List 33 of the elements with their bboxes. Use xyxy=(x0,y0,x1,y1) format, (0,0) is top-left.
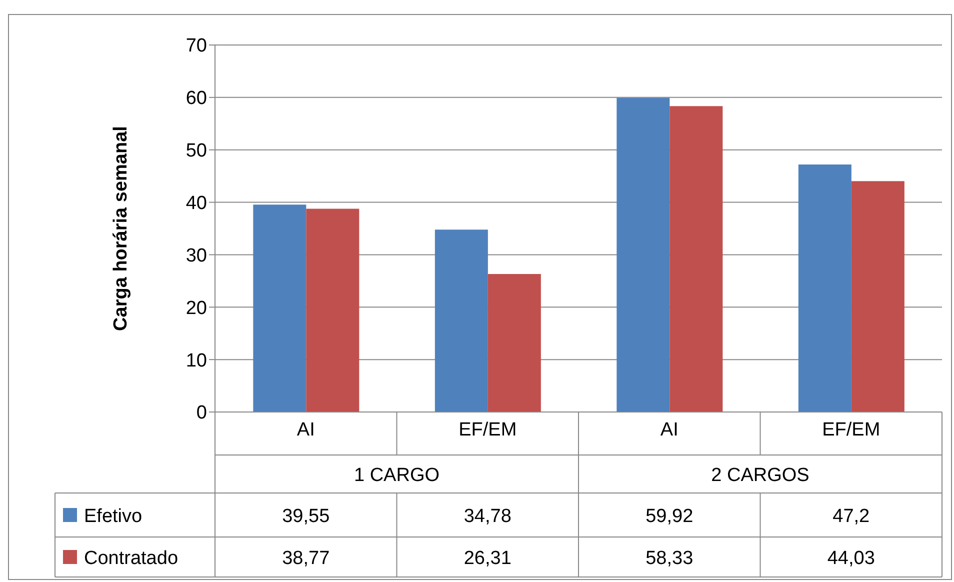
legend-label: Contratado xyxy=(84,548,178,569)
x-tick-label: AI xyxy=(296,419,315,440)
bar xyxy=(306,208,360,412)
data-label: 34,78 xyxy=(464,506,512,527)
text: 2 CARGOS xyxy=(711,465,810,486)
data-label: 38,77 xyxy=(282,548,330,569)
data-label: 44,03 xyxy=(827,548,875,569)
y-tick-label: 10 xyxy=(186,350,207,372)
bar xyxy=(488,274,541,412)
text: 1 CARGO xyxy=(354,465,440,486)
y-tick-label: 70 xyxy=(186,36,207,57)
x-tick-label: AI xyxy=(660,419,678,440)
x-tick-label: EF/EM xyxy=(822,419,880,440)
y-tick-label: 40 xyxy=(186,193,207,214)
bar xyxy=(253,204,306,412)
y-axis-title: Carga horária semanal xyxy=(110,126,132,331)
data-label: 58,33 xyxy=(646,548,694,569)
y-tick-label: 50 xyxy=(186,140,207,162)
y-tick-label: 30 xyxy=(186,245,207,266)
y-tick-label: 0 xyxy=(196,402,207,424)
data-label: 59,92 xyxy=(646,506,694,527)
x-tick-label: EF/EM xyxy=(458,419,517,440)
bar xyxy=(798,164,852,412)
bar xyxy=(616,98,670,412)
bar xyxy=(851,181,904,412)
legend-label: Efetivo xyxy=(84,506,142,527)
y-tick-label: 20 xyxy=(186,298,207,319)
data-label: 47,2 xyxy=(832,506,870,527)
data-label: 26,31 xyxy=(464,548,512,569)
y-tick-label: 60 xyxy=(186,88,207,110)
data-label: 39,55 xyxy=(282,506,330,527)
bar xyxy=(670,106,723,412)
bar xyxy=(434,230,488,412)
